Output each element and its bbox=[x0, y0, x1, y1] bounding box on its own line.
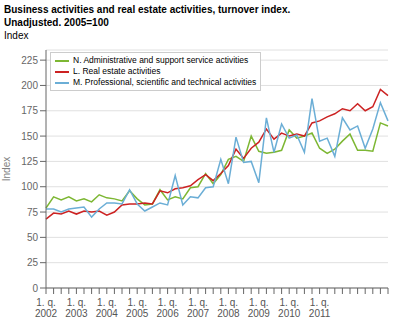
svg-text:1. q.2005: 1. q.2005 bbox=[126, 297, 149, 319]
svg-text:Index: Index bbox=[8, 157, 12, 181]
svg-text:1. q.2006: 1. q.2006 bbox=[156, 297, 179, 319]
svg-text:1. q.2009: 1. q.2009 bbox=[248, 297, 271, 319]
svg-text:25: 25 bbox=[27, 257, 39, 268]
html-text:L. Real estate activities: L. Real estate activities bbox=[73, 66, 161, 76]
svg-text:200: 200 bbox=[21, 80, 38, 91]
svg-text:1. q.2007: 1. q.2007 bbox=[187, 297, 210, 319]
svg-text:1. q.2002: 1. q.2002 bbox=[35, 297, 58, 319]
svg-text:125: 125 bbox=[21, 156, 38, 167]
svg-text:150: 150 bbox=[21, 131, 38, 142]
svg-text:50: 50 bbox=[27, 232, 39, 243]
svg-text:1. q.2011: 1. q.2011 bbox=[309, 297, 331, 319]
svg-text:225: 225 bbox=[21, 55, 38, 66]
html-text:Index: Index bbox=[4, 30, 29, 41]
svg-text:100: 100 bbox=[21, 181, 38, 192]
svg-text:75: 75 bbox=[27, 207, 39, 218]
html-text:N. Administrative and support: N. Administrative and support service ac… bbox=[73, 55, 249, 65]
svg-text:1. q.2010: 1. q.2010 bbox=[278, 297, 301, 319]
svg-text:1. q.2008: 1. q.2008 bbox=[217, 297, 240, 319]
svg-text:0: 0 bbox=[32, 283, 38, 294]
svg-text:1. q.2003: 1. q.2003 bbox=[65, 297, 88, 319]
html-text:Unadjusted. 2005=100: Unadjusted. 2005=100 bbox=[4, 17, 109, 28]
html-text:M. Professional, scientific an: M. Professional, scientific and technica… bbox=[73, 77, 257, 87]
svg-text:1. q.2004: 1. q.2004 bbox=[96, 297, 119, 319]
svg-text:175: 175 bbox=[21, 105, 38, 116]
html-text:Business activities and real e: Business activities and real estate acti… bbox=[4, 4, 291, 15]
